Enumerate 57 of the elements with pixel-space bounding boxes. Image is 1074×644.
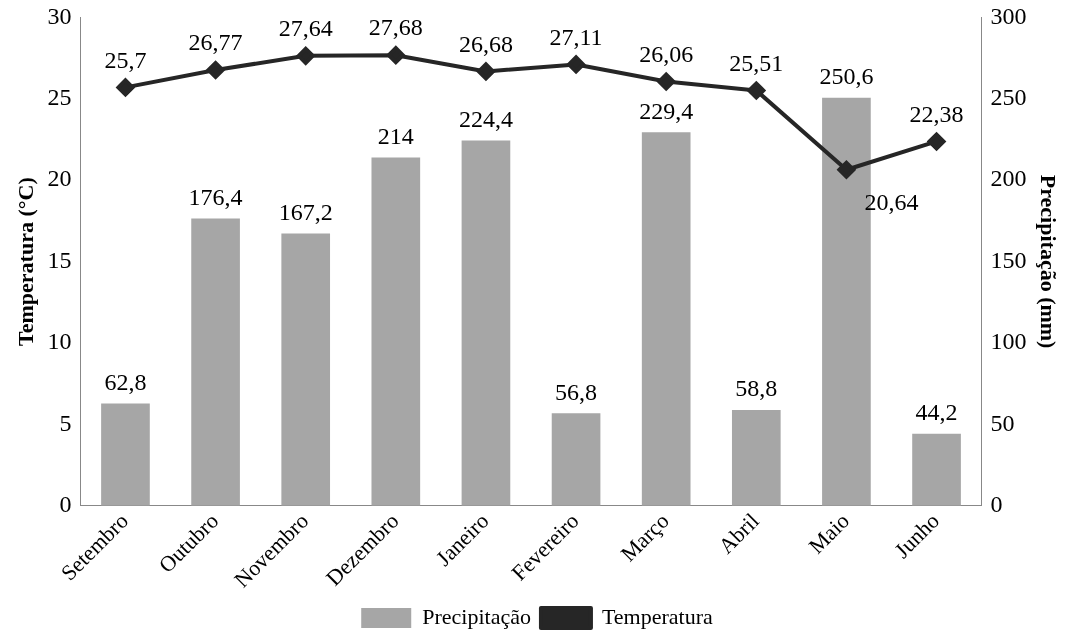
data-label: 25,7 [104, 46, 147, 73]
point [296, 46, 315, 65]
point [747, 81, 766, 100]
y2-tick-label: 300 [990, 2, 1027, 29]
point [206, 60, 225, 79]
bar [461, 140, 511, 506]
data-label: 44,2 [915, 399, 958, 426]
data-label: 25,51 [729, 49, 784, 76]
point [567, 55, 586, 74]
y-tick-label: 10 [47, 328, 72, 355]
data-label: 176,4 [188, 183, 243, 210]
y-tick-label: 5 [59, 409, 72, 436]
data-label: 62,8 [104, 368, 147, 395]
data-label: 58,8 [735, 375, 778, 402]
y2-tick-label: 0 [990, 491, 1003, 518]
point [657, 72, 676, 91]
data-label: 224,4 [458, 105, 513, 132]
data-label: 250,6 [819, 63, 874, 90]
bar [191, 218, 240, 506]
y-tick-label: 25 [47, 84, 72, 111]
legend-label: Temperatura [601, 603, 714, 629]
data-label: 56,8 [555, 378, 598, 405]
data-label: 26,77 [188, 29, 243, 56]
data-label: 229,4 [639, 97, 694, 124]
point [476, 62, 495, 81]
data-label: 214 [377, 122, 414, 149]
y-tick-label: 20 [47, 165, 72, 192]
bar [641, 132, 691, 506]
y2-tick-label: 100 [990, 328, 1027, 355]
bar [371, 157, 421, 506]
point [927, 132, 946, 151]
data-label: 167,2 [278, 198, 333, 225]
y2-tick-label: 250 [990, 84, 1027, 111]
bar [281, 233, 331, 506]
bar [731, 410, 781, 506]
point [837, 160, 856, 179]
y-tick-label: 30 [47, 2, 72, 29]
y-tick-label: 15 [47, 246, 72, 273]
y-axis-title: Temperatura (°C) [12, 177, 38, 346]
legend-label: Precipitação [422, 603, 531, 629]
bar [912, 433, 961, 506]
point [116, 78, 135, 97]
bar [101, 403, 150, 506]
data-label: 26,68 [458, 30, 513, 57]
data-label: 22,38 [909, 100, 964, 127]
y2-tick-label: 50 [990, 409, 1015, 436]
data-label: 27,64 [278, 15, 333, 42]
y-tick-label: 0 [59, 491, 72, 518]
y2-tick-label: 150 [990, 246, 1027, 273]
data-label: 26,06 [639, 40, 694, 67]
data-label: 27,68 [368, 14, 423, 41]
y2-tick-label: 200 [990, 165, 1027, 192]
data-label: 27,11 [549, 23, 603, 50]
data-label: 20,64 [864, 189, 919, 216]
y2-axis-title: Precipitação (mm) [1036, 174, 1062, 349]
bar [551, 413, 601, 506]
point [386, 46, 405, 65]
